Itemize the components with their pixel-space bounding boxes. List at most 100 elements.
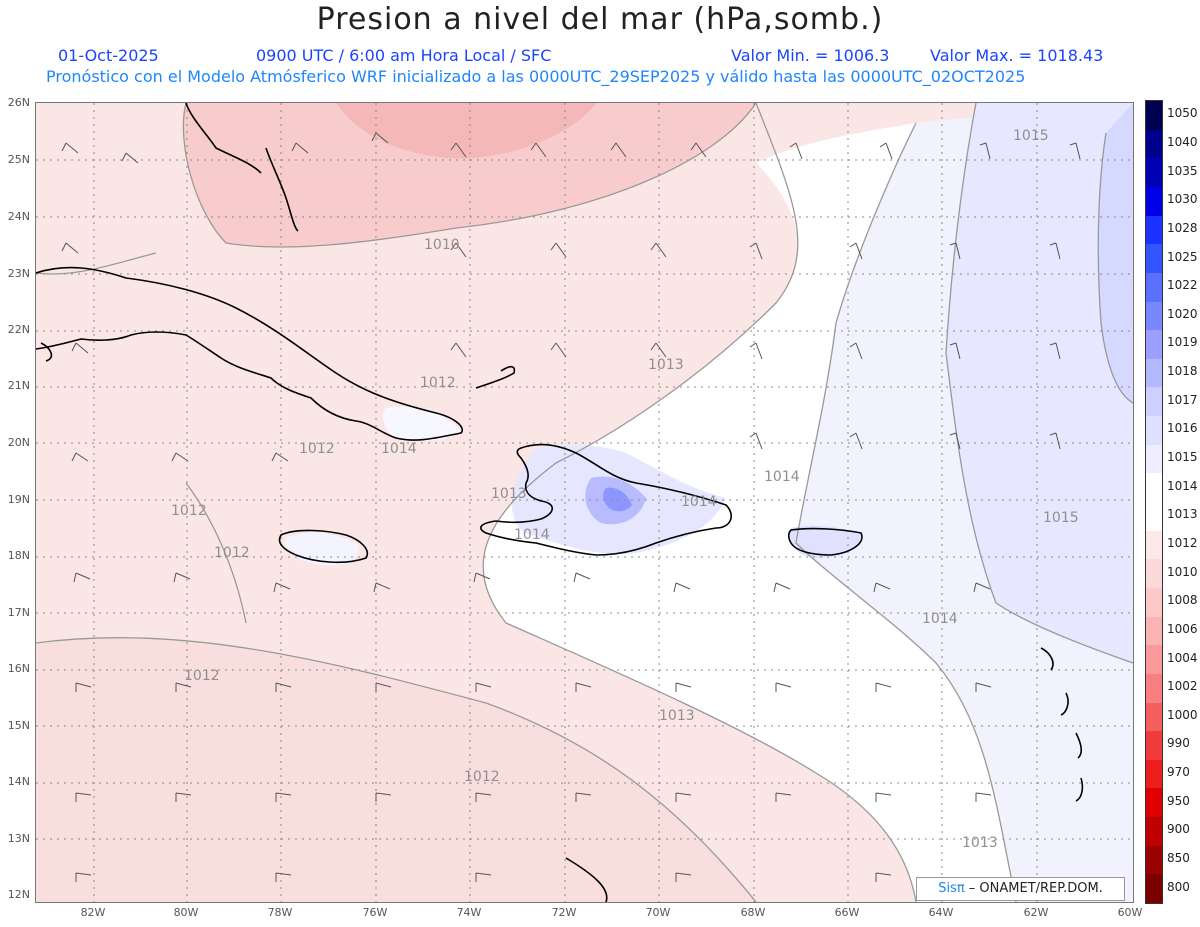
florida-coast xyxy=(185,103,262,174)
legend-level-label: 990 xyxy=(1167,736,1190,751)
credit-brand: Sisπ xyxy=(938,881,965,896)
lat-label: 26N xyxy=(7,96,30,109)
legend-level-label: 1002 xyxy=(1167,679,1198,694)
legend-swatch xyxy=(1146,530,1162,560)
legend-level-label: 1017 xyxy=(1167,392,1198,407)
lat-label: 22N xyxy=(7,323,30,336)
legend-level-label: 1004 xyxy=(1167,650,1198,665)
lat-label: 12N xyxy=(7,888,30,901)
isobar-label: 1012 xyxy=(299,441,335,457)
legend-swatch xyxy=(1146,645,1162,675)
isobar-label: 1012 xyxy=(214,545,250,561)
stvincent xyxy=(1075,777,1084,802)
venezuela-coast xyxy=(565,857,608,902)
puertorico-coast xyxy=(787,527,863,556)
legend-swatch xyxy=(1146,673,1162,703)
legend-level-label: 1030 xyxy=(1167,192,1198,207)
legend-swatch xyxy=(1146,502,1162,532)
isla-juventud xyxy=(40,342,53,362)
isobar-label: 1014 xyxy=(764,469,800,485)
page-title: Presion a nivel del mar (hPa,somb.) xyxy=(316,2,884,37)
legend-swatch xyxy=(1146,788,1162,818)
legend-level-label: 1015 xyxy=(1167,450,1198,465)
lat-label: 21N xyxy=(7,379,30,392)
isobar-label: 1013 xyxy=(659,708,695,724)
legend-level-label: 850 xyxy=(1167,851,1190,866)
legend-swatch xyxy=(1146,731,1162,761)
jamaica-coast xyxy=(278,529,368,564)
isobar-label: 1012 xyxy=(171,503,207,519)
lon-label: 66W xyxy=(834,906,860,919)
legend-swatch xyxy=(1146,444,1162,474)
credit-box: Sisπ – ONAMET/REP.DOM. xyxy=(916,877,1125,901)
max-value-label: Valor Max. = 1018.43 xyxy=(930,46,1104,65)
legend-swatch xyxy=(1146,387,1162,417)
lon-label: 80W xyxy=(173,906,199,919)
legend-level-label: 1020 xyxy=(1167,306,1198,321)
grid xyxy=(36,103,1133,902)
lat-label: 19N xyxy=(7,493,30,506)
lat-label: 13N xyxy=(7,832,30,845)
isobar-label: 1014 xyxy=(381,441,417,457)
shade-cuba-east xyxy=(382,406,461,441)
wind-barbs xyxy=(61,132,1081,882)
shade-1008 xyxy=(336,103,596,159)
min-value-label: Valor Min. = 1006.3 xyxy=(731,46,890,65)
legend-level-label: 1025 xyxy=(1167,249,1198,264)
model-info-label: Pronóstico con el Modelo Atmósferico WRF… xyxy=(46,67,1026,86)
lat-label: 15N xyxy=(7,719,30,732)
lon-label: 76W xyxy=(362,906,388,919)
shade-1012-south xyxy=(36,637,756,902)
lon-label: 78W xyxy=(267,906,293,919)
legend-level-label: 900 xyxy=(1167,822,1190,837)
legend-level-label: 1012 xyxy=(1167,535,1198,550)
legend-level-label: 1018 xyxy=(1167,364,1198,379)
shade-hispaniola-1019 xyxy=(603,487,632,512)
legend-swatch xyxy=(1146,301,1162,331)
date-label: 01-Oct-2025 xyxy=(58,46,159,65)
lon-label: 74W xyxy=(456,906,482,919)
lon-label: 60W xyxy=(1117,906,1143,919)
lat-label: 17N xyxy=(7,606,30,619)
isobar-label: 1013 xyxy=(962,835,998,851)
cuba-coast xyxy=(36,266,463,441)
legend-swatch xyxy=(1146,874,1162,904)
lat-label: 16N xyxy=(7,662,30,675)
lat-label: 25N xyxy=(7,153,30,166)
legend-swatch xyxy=(1146,186,1162,217)
isobar-label: 1015 xyxy=(1013,128,1049,144)
isobar-label: 1012 xyxy=(420,375,456,391)
legend-swatch xyxy=(1146,101,1162,131)
legend-level-label: 1014 xyxy=(1167,478,1198,493)
legend-level-label: 1022 xyxy=(1167,278,1198,293)
legend-level-label: 800 xyxy=(1167,879,1190,894)
legend-level-label: 1035 xyxy=(1167,163,1198,178)
legend-swatch xyxy=(1146,845,1162,875)
isobar-label: 1015 xyxy=(1043,510,1079,526)
legend-swatch xyxy=(1146,416,1162,446)
lat-label: 24N xyxy=(7,210,30,223)
credit-org: – ONAMET/REP.DOM. xyxy=(964,881,1103,896)
shade-1016 xyxy=(1098,103,1133,403)
legend-swatch xyxy=(1146,817,1162,847)
lat-label: 23N xyxy=(7,267,30,280)
legend-swatch xyxy=(1146,587,1162,618)
isobar-label: 1014 xyxy=(681,494,717,510)
lon-label: 68W xyxy=(740,906,766,919)
legend-level-label: 970 xyxy=(1167,765,1190,780)
lon-label: 82W xyxy=(80,906,106,919)
color-legend xyxy=(1145,100,1163,904)
lat-label: 20N xyxy=(7,436,30,449)
lon-label: 70W xyxy=(645,906,671,919)
hispaniola-coast xyxy=(480,443,732,556)
martinique xyxy=(1060,692,1069,716)
isobar-label: 1012 xyxy=(464,769,500,785)
coastlines xyxy=(36,103,1084,902)
legend-swatch xyxy=(1146,272,1162,302)
isobar-label: 1014 xyxy=(922,611,958,627)
legend-level-label: 1013 xyxy=(1167,507,1198,522)
isobar-label: 1014 xyxy=(514,527,550,543)
legend-level-label: 1006 xyxy=(1167,621,1198,636)
shade-1015 xyxy=(946,103,1133,663)
lon-label: 72W xyxy=(551,906,577,919)
